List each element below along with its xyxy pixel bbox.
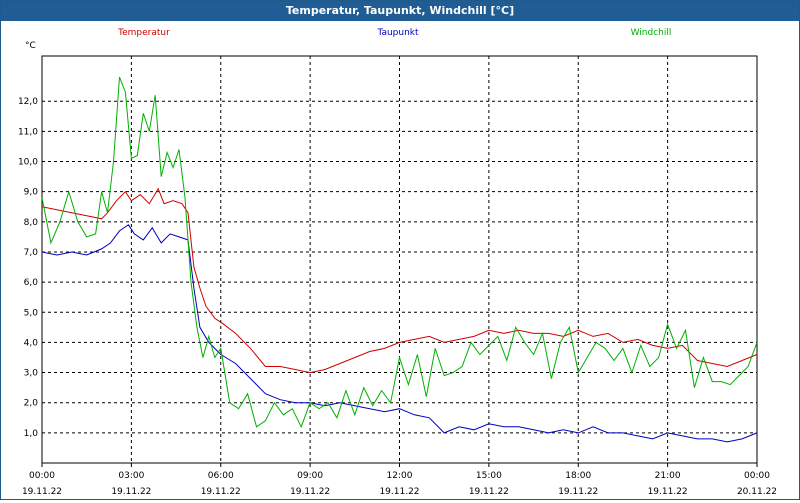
y-tick-label: 2,0 bbox=[24, 399, 39, 409]
x-tick-time-label: 21:00 bbox=[655, 471, 681, 481]
x-tick-date-label: 19.11.22 bbox=[648, 487, 688, 497]
series-line-windchill bbox=[41, 76, 758, 429]
line-chart: 1,0 2,0 3,0 4,0 5,0 6,0 7,0 8,0 9,0 10,0 11,0 12,0 0… bbox=[18, 28, 777, 497]
x-tick-date-label: 19.11.22 bbox=[22, 487, 62, 497]
window-title: Temperatur, Taupunkt, Windchill [°C] bbox=[1, 1, 799, 21]
y-tick-label: 6,0 bbox=[24, 278, 39, 288]
x-tick-date-label: 19.11.22 bbox=[201, 487, 241, 497]
x-tick-time-label: 00:00 bbox=[744, 471, 770, 481]
x-tick-time-label: 12:00 bbox=[387, 471, 413, 481]
y-tick-label: 4,0 bbox=[24, 338, 39, 348]
x-tick-time-label: 09:00 bbox=[297, 471, 323, 481]
x-tick-time-label: 00:00 bbox=[29, 471, 55, 481]
y-tick-label: 5,0 bbox=[24, 308, 39, 318]
y-tick-label: 3,0 bbox=[24, 369, 39, 379]
x-tick-date-label: 19.11.22 bbox=[111, 487, 151, 497]
legend-temperatur: Temperatur bbox=[117, 28, 170, 38]
chart-area: 1,0 2,0 3,0 4,0 5,0 6,0 7,0 8,0 9,0 10,0 11,0 12,0 0… bbox=[1, 21, 799, 499]
x-tick-date-label: 19.11.22 bbox=[379, 487, 419, 497]
x-tick-time-label: 06:00 bbox=[208, 471, 234, 481]
y-axis-label: °C bbox=[25, 41, 36, 51]
legend-windchill: Windchill bbox=[631, 28, 672, 38]
x-tick-date-label: 20.11.22 bbox=[737, 487, 777, 497]
y-tick-label: 12,0 bbox=[18, 97, 38, 107]
x-tick-date-label: 19.11.22 bbox=[469, 487, 509, 497]
y-tick-label: 9,0 bbox=[24, 188, 39, 198]
y-tick-label: 11,0 bbox=[18, 127, 38, 137]
y-tick-label: 1,0 bbox=[24, 429, 39, 439]
x-tick-date-label: 19.11.22 bbox=[290, 487, 330, 497]
legend-taupunkt: Taupunkt bbox=[376, 28, 419, 38]
x-tick-time-label: 03:00 bbox=[118, 471, 144, 481]
x-tick-time-label: 15:00 bbox=[476, 471, 502, 481]
x-tick-date-label: 19.11.22 bbox=[558, 487, 598, 497]
series-line-temperatur bbox=[41, 187, 758, 374]
y-tick-label: 8,0 bbox=[24, 218, 39, 228]
y-tick-label: 7,0 bbox=[24, 248, 39, 258]
series-line-taupunkt bbox=[41, 224, 758, 443]
x-tick-time-label: 18:00 bbox=[565, 471, 591, 481]
y-tick-label: 10,0 bbox=[18, 158, 38, 168]
